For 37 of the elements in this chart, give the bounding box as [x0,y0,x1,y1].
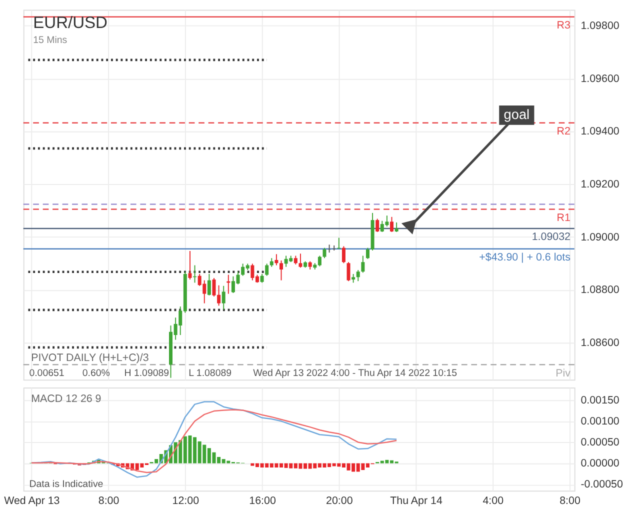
y-tick-label: 1.09800 [580,20,620,32]
x-tick-label: 4:00 [482,494,504,507]
y-tick-label: 1.09200 [580,178,620,191]
ref-line-label: R2 [556,126,571,138]
y-tick-label: -0.00050 [580,478,623,491]
y-tick-label: 0.00000 [580,458,620,470]
x-tick-label: 8:00 [98,494,120,507]
x-tick-label: Wed Apr 13 [4,494,60,507]
ref-line-label: Piv [556,367,572,380]
x-tick-label: 16:00 [249,494,276,507]
x-tick-label: 8:00 [560,494,580,507]
x-tick-label: 20:00 [326,494,353,507]
y-tick-label: 1.08600 [580,337,620,350]
annotation: Wed Apr 13 2022 4:00 - Thu Apr 14 2022 10:15 [253,368,458,379]
ref-line-label: R3 [556,20,571,32]
y-tick-label: 0.00100 [580,416,620,428]
y-tick-label: 1.09600 [580,72,620,85]
x-tick-label: Thu Apr 14 [390,494,442,507]
y-tick-label: 0.00050 [580,436,620,449]
y-tick-label: 1.09400 [580,126,620,138]
annotation: 0.60% [82,368,110,379]
ref-line-label: +$43.90 | + 0.6 lots [479,252,570,264]
text: 15 Mins [33,34,68,46]
y-tick-label: 0.00150 [580,394,620,407]
annotation: L 1.08089 [188,368,232,379]
annotation: PIVOT DAILY (H+L+C)/3 [31,352,149,364]
annotation: Data is Indicative [29,478,104,490]
chart-title: EUR/USD [33,13,108,32]
ref-line-label: 1.09032 [532,231,571,244]
annotation: goal [504,107,530,122]
annotation: H 1.09089 [124,368,170,379]
y-tick-label: 1.08800 [580,284,620,296]
x-tick-label: 12:00 [172,494,200,507]
annotation: MACD 12 26 9 [31,393,102,406]
y-tick-label: 1.09000 [580,231,620,244]
annotation: 0.00651 [29,368,64,379]
ref-line-label: R1 [556,212,571,224]
